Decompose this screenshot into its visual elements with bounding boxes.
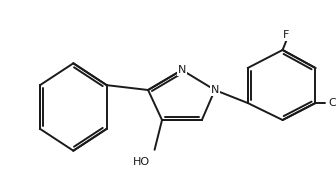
Text: F: F bbox=[283, 30, 290, 40]
Text: Cl: Cl bbox=[329, 98, 336, 108]
Text: N: N bbox=[178, 65, 186, 75]
Text: HO: HO bbox=[133, 157, 150, 167]
Text: N: N bbox=[211, 85, 219, 95]
